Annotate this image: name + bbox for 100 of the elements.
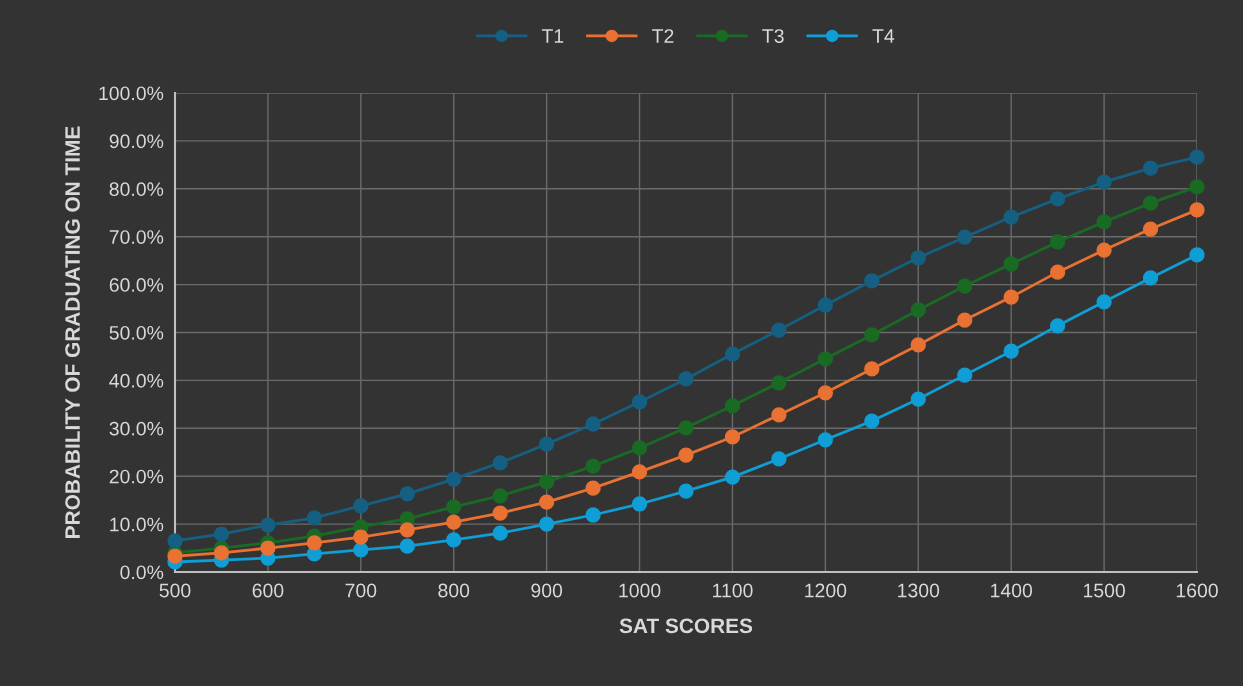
point [538,494,555,510]
point [724,346,741,362]
x-tick-label: 500 [159,583,191,598]
point [399,486,415,502]
point [1189,149,1205,165]
point [492,455,508,471]
point [678,483,694,499]
point [864,413,880,429]
point [678,371,694,387]
point [771,451,787,467]
x-axis-title: SAT SCORES [619,618,753,634]
y-tick-label: 80.0% [109,182,164,197]
point [1142,195,1159,211]
point [446,532,462,548]
point [492,525,508,541]
point [1003,209,1019,225]
point [910,337,926,353]
point [1142,221,1159,237]
y-tick-label: 60.0% [109,278,164,292]
point [1096,294,1112,310]
point [724,469,741,485]
point [1189,179,1205,195]
point [446,471,462,487]
point [1049,318,1066,334]
point [864,361,880,377]
point [1189,202,1205,218]
point [1189,247,1205,263]
y-tick-label: 50.0% [109,325,164,340]
point [538,474,555,490]
legend-label: T1 [541,29,564,43]
y-tick-label: 20.0% [109,469,164,484]
y-tick-label: 90.0% [109,134,164,149]
y-tick-label: 70.0% [109,230,164,244]
point [1003,343,1019,359]
x-tick-label: 1300 [898,583,940,598]
point [213,526,230,542]
point [864,273,880,289]
point [353,542,369,558]
point [957,312,973,328]
point [817,385,834,401]
point [1049,234,1066,250]
point [538,436,555,452]
x-tick-label: 1200 [805,583,847,598]
point [678,447,694,463]
x-tick-label: 600 [252,583,284,598]
legend-label: T4 [872,29,895,43]
point [1142,160,1159,176]
point [910,302,926,318]
point [864,327,880,343]
point [957,278,973,294]
point [817,297,834,313]
point [538,516,555,532]
x-tick-label: 700 [345,583,377,598]
point [585,458,601,474]
point [1096,242,1112,258]
y-tick-label: 30.0% [109,421,164,436]
point [446,499,462,515]
point [585,480,601,496]
point [724,429,741,445]
point [910,250,926,266]
point [399,538,415,554]
legend-label: T2 [652,29,674,43]
point [957,229,973,245]
point [1003,256,1019,272]
point [353,529,369,545]
point [724,398,741,414]
point [817,432,834,448]
point [631,394,648,410]
point [1049,191,1066,207]
legend-label: T3 [762,29,784,43]
point [771,375,787,391]
point [399,522,415,538]
x-tick-label: 1600 [1176,583,1218,598]
y-tick-label: 10.0% [110,517,164,532]
y-tick-label: 40.0% [109,373,164,388]
y-axis-title: PROBABILITY OF GRADUATING ON TIME [65,126,80,538]
point [492,505,508,521]
y-tick-label: 0.0% [120,565,164,580]
point [910,391,926,407]
x-tick-label: 1400 [991,583,1033,598]
point [1096,174,1112,190]
point [771,407,787,423]
point [957,367,973,383]
x-tick-label: 800 [438,583,470,598]
point [306,510,323,526]
x-tick-label: 1100 [713,583,753,598]
point [492,488,508,504]
point [631,496,648,512]
point [817,351,834,367]
x-tick-label: 1000 [619,583,661,598]
point [167,533,183,549]
point [213,545,230,561]
x-tick-label: 1500 [1083,583,1125,598]
point [678,420,694,436]
point [1142,270,1159,286]
point [631,464,648,480]
point [631,440,648,456]
point [771,322,787,338]
point [585,507,601,523]
point [1096,214,1112,230]
